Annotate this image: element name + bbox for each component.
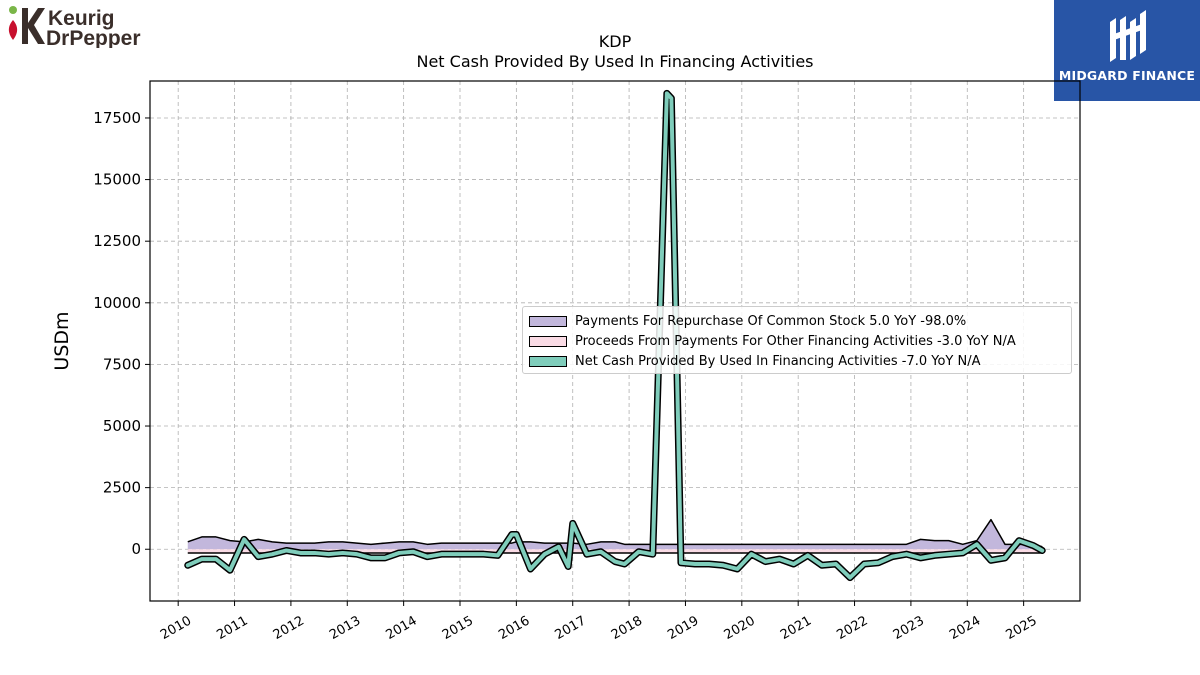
x-tick-label: 2023 bbox=[891, 613, 927, 643]
legend-swatch-repurchase bbox=[529, 315, 567, 327]
legend-item-repurchase: Payments For Repurchase Of Common Stock … bbox=[529, 311, 1065, 331]
series-lines bbox=[184, 89, 1046, 582]
logo-dot-green bbox=[9, 6, 17, 14]
series-area-repurchase bbox=[187, 519, 1043, 550]
y-tick-label: 7500 bbox=[103, 355, 141, 373]
x-tick-label: 2015 bbox=[440, 613, 476, 643]
x-tick-label: 2020 bbox=[722, 613, 758, 643]
y-tick-label: 12500 bbox=[93, 232, 141, 250]
legend-label-net-financing: Net Cash Provided By Used In Financing A… bbox=[575, 353, 981, 369]
x-tick-label: 2019 bbox=[665, 613, 701, 643]
x-tick-label: 2018 bbox=[609, 613, 645, 643]
y-tick-label: 2500 bbox=[103, 479, 141, 497]
x-tick-label: 2013 bbox=[327, 613, 363, 643]
x-tick-label: 2017 bbox=[553, 613, 589, 643]
series-outline-repurchase bbox=[187, 518, 1043, 548]
x-tick-label: 2025 bbox=[1003, 613, 1039, 643]
x-tick-label: 2014 bbox=[383, 613, 419, 643]
legend: Payments For Repurchase Of Common Stock … bbox=[522, 306, 1072, 374]
logo-dot-red bbox=[8, 20, 18, 40]
keurig-dr-pepper-logo: Keurig DrPepper bbox=[8, 6, 141, 48]
y-tick-label: 17500 bbox=[93, 109, 141, 127]
legend-swatch-other-financing bbox=[529, 335, 567, 347]
midgard-finance-logo: MIDGARD FINANCE bbox=[1054, 0, 1200, 101]
logo-k-mark bbox=[22, 8, 45, 44]
x-tick-label: 2021 bbox=[778, 613, 814, 643]
x-tick-label: 2012 bbox=[271, 613, 307, 643]
y-tick-label: 10000 bbox=[93, 294, 141, 312]
x-tick-label: 2010 bbox=[158, 613, 194, 643]
y-tick-label: 0 bbox=[131, 540, 141, 558]
legend-item-net-financing: Net Cash Provided By Used In Financing A… bbox=[529, 351, 1065, 371]
x-tick-label: 2011 bbox=[214, 613, 250, 643]
legend-swatch-net-financing bbox=[529, 355, 567, 367]
x-tick-label: 2022 bbox=[834, 613, 870, 643]
y-axis-ticks: 0 2500 5000 7500 10000 12500 15000 17500 bbox=[93, 109, 150, 558]
series-areas bbox=[187, 519, 1043, 553]
x-tick-label: 2024 bbox=[947, 613, 983, 643]
chart-title: KDP bbox=[598, 32, 632, 51]
chart-subtitle: Net Cash Provided By Used In Financing A… bbox=[416, 52, 814, 71]
midgard-finance-mark bbox=[1110, 10, 1146, 62]
logo-wordmark-line2: DrPepper bbox=[46, 27, 141, 48]
series-line-net-financing bbox=[185, 91, 1045, 580]
y-tick-label: 5000 bbox=[103, 417, 141, 435]
logo-wordmark-line1: Keurig bbox=[48, 7, 115, 30]
y-axis-label: USDm bbox=[51, 311, 73, 370]
legend-label-repurchase: Payments For Repurchase Of Common Stock … bbox=[575, 313, 967, 329]
legend-label-other-financing: Proceeds From Payments For Other Financi… bbox=[575, 333, 1016, 349]
midgard-finance-wordmark: MIDGARD FINANCE bbox=[1058, 68, 1196, 83]
x-axis-ticks: 2010 2011 2012 2013 2014 2015 2016 2017 2018 2019… bbox=[158, 601, 1040, 643]
legend-item-other-financing: Proceeds From Payments For Other Financi… bbox=[529, 331, 1065, 351]
plot-frame bbox=[149, 80, 1081, 602]
y-tick-label: 15000 bbox=[93, 171, 141, 189]
x-tick-label: 2016 bbox=[496, 613, 532, 643]
